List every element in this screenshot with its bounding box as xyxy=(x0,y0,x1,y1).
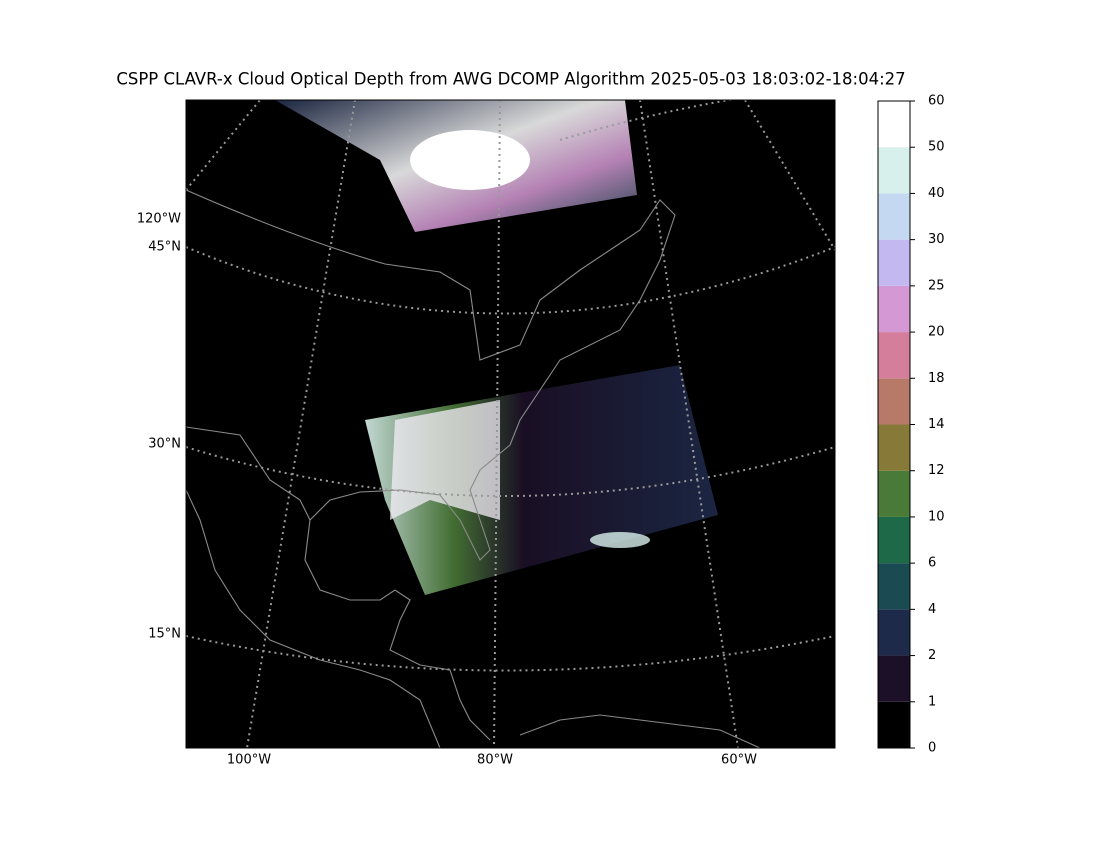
bottom-label: 100°W xyxy=(227,753,271,768)
colorbar-tick-label: 0 xyxy=(928,741,936,756)
colorbar-tick-label: 20 xyxy=(928,325,945,340)
colorbar-tick-label: 4 xyxy=(928,602,936,617)
colorbar-tick-label: 6 xyxy=(928,556,936,571)
colorbar-segment xyxy=(878,285,910,333)
parallel xyxy=(186,446,835,497)
colorbar-segment xyxy=(878,332,910,379)
colorbar-segment xyxy=(878,193,910,240)
bottom-label: 60°W xyxy=(721,753,757,768)
left-label: 120°W xyxy=(137,212,181,227)
map-frame xyxy=(185,99,836,749)
colorbar-tick-label: 25 xyxy=(928,278,945,293)
colorbar-segment xyxy=(878,701,910,748)
colorbar-segment xyxy=(878,101,910,148)
colorbar-tick-label: 12 xyxy=(928,463,945,478)
colorbar-segment xyxy=(878,239,910,286)
map-title: CSPP CLAVR-x Cloud Optical Depth from AW… xyxy=(116,70,905,89)
meridian xyxy=(744,100,835,251)
parallel xyxy=(559,100,736,141)
colorbar-segment xyxy=(878,609,910,656)
colorbar-segment xyxy=(878,378,910,425)
cloud xyxy=(410,130,530,190)
colorbar-segment xyxy=(878,470,910,517)
left-label: 30°N xyxy=(148,437,181,452)
map xyxy=(185,99,836,749)
colorbar-segment xyxy=(878,147,910,194)
colorbar-tick-label: 18 xyxy=(928,371,945,386)
colorbar-tick-label: 40 xyxy=(928,186,945,201)
coastline xyxy=(186,189,676,741)
left-label: 45°N xyxy=(148,240,181,255)
colorbar-tick-label: 50 xyxy=(928,140,945,155)
colorbar-segment xyxy=(878,516,910,564)
colorbar-segment xyxy=(878,655,910,702)
coastline xyxy=(186,426,441,748)
cloud xyxy=(590,532,650,548)
cloud xyxy=(390,400,500,520)
colorbar-tick-label: 14 xyxy=(928,417,945,432)
meridian xyxy=(493,100,501,748)
colorbar-tick-label: 2 xyxy=(928,648,936,663)
colorbar-tick-label: 60 xyxy=(928,94,945,109)
parallel xyxy=(186,635,835,672)
colorbar-segment xyxy=(878,424,910,471)
colorbar-segment xyxy=(878,563,910,610)
colorbar-tick-label: 30 xyxy=(928,232,945,247)
meridian xyxy=(186,100,261,191)
coastline xyxy=(519,714,761,748)
colorbar-tick-label: 10 xyxy=(928,509,945,524)
left-label: 15°N xyxy=(148,627,181,642)
meridian xyxy=(639,100,739,748)
colorbar-tick-label: 1 xyxy=(928,694,936,709)
bottom-label: 80°W xyxy=(477,753,513,768)
meridian xyxy=(246,100,356,748)
